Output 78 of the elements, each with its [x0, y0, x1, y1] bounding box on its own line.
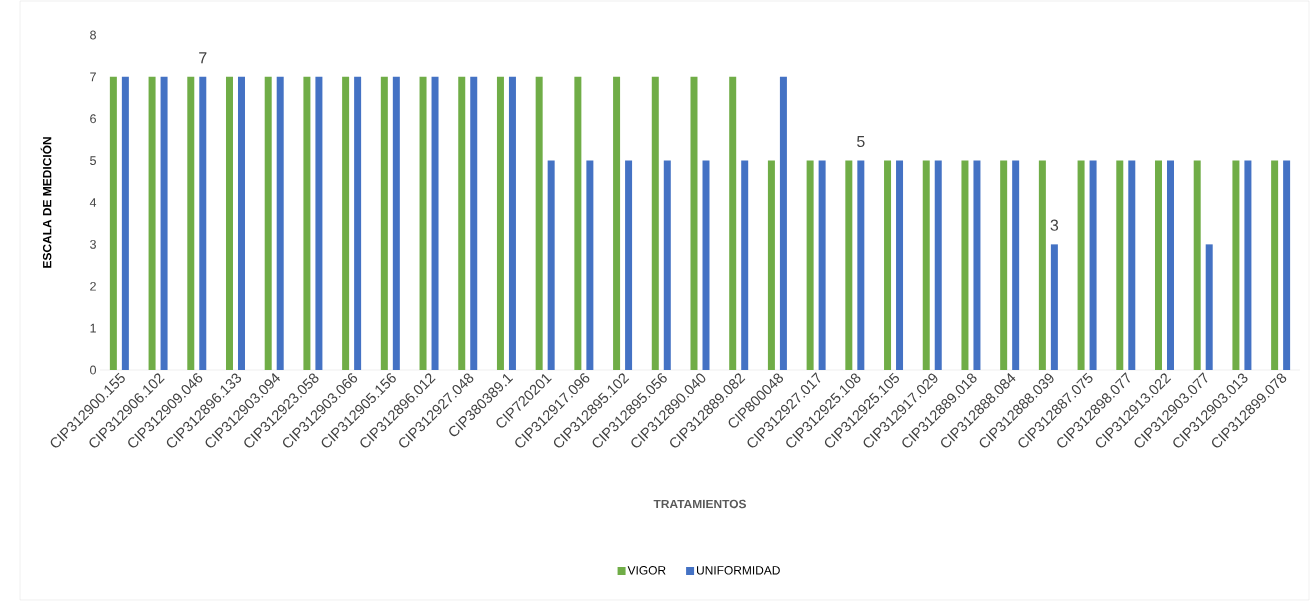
bar: [342, 76, 350, 370]
bar: [857, 160, 865, 370]
y-tick-label: 8: [90, 30, 96, 40]
bar: [613, 76, 621, 370]
bar: [741, 160, 749, 370]
bar: [625, 160, 633, 370]
bar: [187, 76, 195, 370]
y-tick-label: 1: [90, 323, 96, 333]
bar: [702, 160, 710, 370]
y-tick-label: 3: [90, 239, 96, 249]
bar: [535, 76, 543, 370]
bar: [574, 76, 582, 370]
bar: [1038, 160, 1046, 370]
bar: [458, 76, 466, 370]
bar: [1232, 160, 1240, 370]
bar: [973, 160, 981, 370]
bar: [1283, 160, 1291, 370]
annotation: 3: [1050, 219, 1059, 231]
bar: [1244, 160, 1252, 370]
y-tick-label: 2: [90, 281, 96, 291]
bar: [961, 160, 969, 370]
y-tick-label: 7: [90, 72, 96, 82]
bar: [729, 76, 737, 370]
bar: [806, 160, 814, 370]
annotation: 7: [199, 52, 207, 64]
bar: [934, 160, 942, 370]
bar: [1205, 244, 1213, 370]
bar: [1167, 160, 1174, 370]
bar: [354, 76, 362, 370]
bar: [1000, 160, 1008, 370]
legend-label: VIGOR: [627, 566, 666, 575]
bar: [1271, 160, 1279, 370]
bar: [237, 76, 245, 370]
bar: [419, 76, 427, 370]
x-axis-title: TRATAMIENTOS: [653, 499, 747, 509]
bar: [380, 76, 388, 370]
bar: [148, 76, 156, 370]
bar: [264, 76, 272, 370]
bar: [496, 76, 504, 370]
bar: [547, 160, 555, 370]
bar: [779, 76, 787, 370]
bar: [199, 76, 207, 370]
bar: [470, 76, 478, 370]
bar: [109, 76, 117, 370]
bar: [922, 160, 930, 370]
bar: [690, 76, 698, 370]
bar: [392, 76, 400, 370]
bar: [1116, 160, 1124, 370]
y-tick-label: 4: [89, 198, 97, 207]
bar: [586, 160, 594, 370]
bar: [315, 76, 323, 370]
bar: [884, 160, 892, 370]
bar: [1077, 160, 1085, 370]
bar: [845, 160, 853, 370]
bar: [1089, 160, 1097, 370]
y-tick-label: 5: [90, 156, 96, 165]
bar: [303, 76, 311, 370]
y-tick-label: 0: [90, 365, 97, 375]
bar: [651, 76, 659, 370]
bar: [1155, 160, 1162, 370]
bar: [767, 160, 775, 370]
annotation: 5: [857, 135, 865, 148]
bar: [225, 76, 233, 370]
bar: [431, 76, 439, 370]
legend-label: UNIFORMIDAD: [697, 566, 780, 575]
bar: [896, 160, 904, 370]
bar: [1128, 160, 1136, 370]
y-tick-label: 6: [90, 114, 96, 124]
bar: [1012, 160, 1020, 370]
bar: [818, 160, 826, 370]
bar: [276, 76, 284, 370]
bar: [663, 160, 671, 370]
bar: [508, 76, 516, 370]
bar: [1050, 244, 1058, 370]
y-axis-title: ESCALA DE MEDICIÓN: [40, 137, 52, 268]
bar: [121, 76, 129, 370]
bar: [1193, 160, 1201, 370]
bar: [160, 76, 168, 370]
